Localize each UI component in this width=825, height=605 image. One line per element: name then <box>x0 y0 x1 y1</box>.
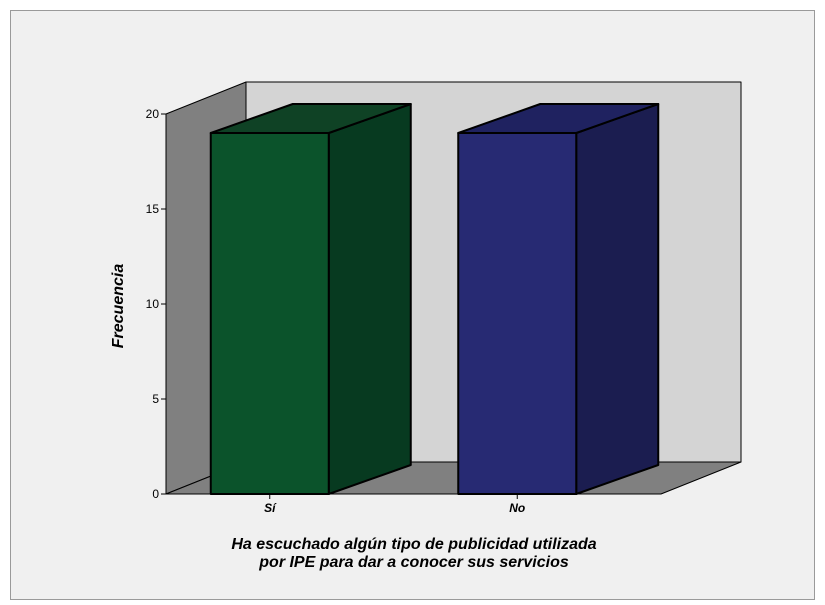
bar-front-face <box>457 132 578 495</box>
bar-side-face <box>575 103 660 495</box>
bar-side-face <box>327 103 412 495</box>
x-axis-title-line-2: por IPE para dar a conocer sus servicios <box>258 554 569 571</box>
y-tick-label: 5 <box>152 392 159 406</box>
y-tick-label: 20 <box>146 107 160 121</box>
y-axis-title: Frecuencia <box>110 264 127 349</box>
x-axis-title-line-1: Ha escuchado algún tipo de publicidad ut… <box>231 536 596 553</box>
x-axis: Sí No <box>264 494 525 515</box>
bars-group <box>209 103 660 495</box>
y-tick-label: 10 <box>146 297 160 311</box>
bar-chart: 0 5 10 15 20 Sí No Frecuencia Ha escuchado al… <box>110 81 742 571</box>
bar-1 <box>209 103 412 495</box>
x-tick-label: No <box>509 501 525 515</box>
chart-frame: 0 5 10 15 20 Sí No Frecuencia Ha escuchado al… <box>10 10 815 600</box>
x-tick-label: Sí <box>264 501 277 515</box>
bar-front-face <box>209 132 330 495</box>
bar-2 <box>457 103 660 495</box>
y-tick-label: 15 <box>146 202 160 216</box>
y-tick-label: 0 <box>152 487 159 501</box>
y-axis: 0 5 10 15 20 <box>146 107 167 501</box>
